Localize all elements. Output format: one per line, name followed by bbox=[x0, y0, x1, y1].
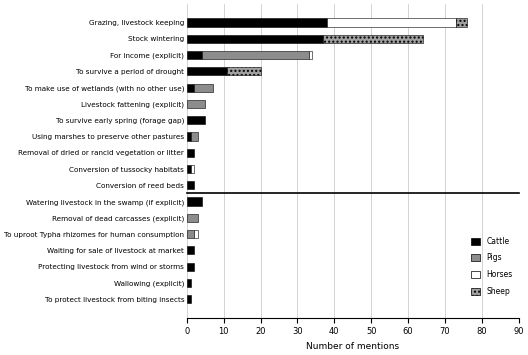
Bar bbox=[187, 132, 191, 141]
Bar bbox=[187, 18, 327, 27]
Bar bbox=[187, 149, 194, 157]
Bar bbox=[456, 18, 467, 27]
Bar bbox=[187, 214, 198, 222]
Bar bbox=[187, 165, 191, 173]
Bar bbox=[187, 246, 194, 255]
Bar bbox=[202, 51, 308, 59]
Bar bbox=[194, 230, 198, 238]
X-axis label: Number of mentions: Number of mentions bbox=[306, 342, 399, 351]
Bar bbox=[187, 83, 194, 92]
Bar bbox=[187, 51, 202, 59]
Bar bbox=[187, 295, 191, 303]
Bar bbox=[187, 35, 323, 43]
Bar bbox=[191, 165, 194, 173]
Bar bbox=[187, 230, 194, 238]
Bar bbox=[187, 100, 205, 108]
Bar bbox=[187, 181, 194, 189]
Bar bbox=[327, 18, 456, 27]
Bar bbox=[323, 35, 423, 43]
Bar bbox=[191, 132, 198, 141]
Bar bbox=[187, 197, 202, 206]
Bar bbox=[187, 116, 205, 124]
Bar bbox=[187, 263, 194, 271]
Bar bbox=[228, 67, 261, 75]
Bar bbox=[308, 51, 312, 59]
Legend: Cattle, Pigs, Horses, Sheep: Cattle, Pigs, Horses, Sheep bbox=[469, 235, 515, 298]
Bar bbox=[187, 279, 191, 287]
Bar bbox=[187, 67, 228, 75]
Bar bbox=[194, 83, 213, 92]
